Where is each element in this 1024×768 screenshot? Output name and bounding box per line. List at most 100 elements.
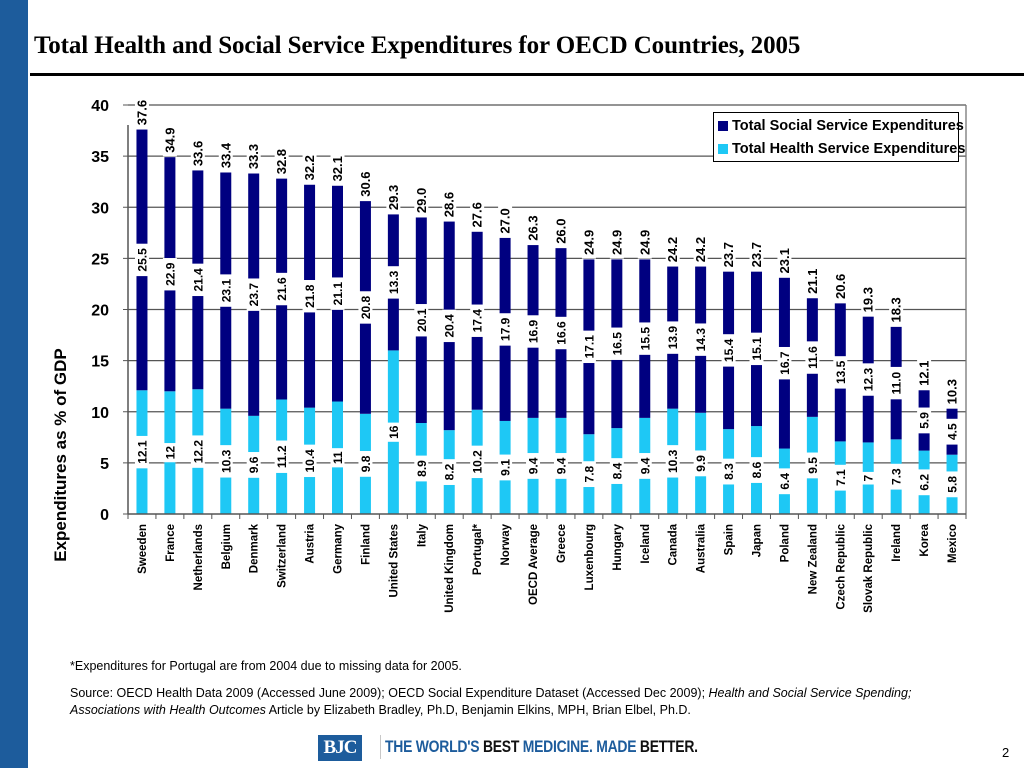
x-tick-label-group: United States <box>388 524 400 598</box>
data-label-social: 17.9 <box>499 317 513 341</box>
data-label-social-bg <box>917 407 932 434</box>
data-label-health-bg <box>246 452 261 478</box>
slide-title: Total Health and Social Service Expendit… <box>34 32 801 59</box>
data-label-health-bg <box>302 444 317 478</box>
data-label-health-group: 10.3 <box>665 445 680 478</box>
data-label-social: 14.3 <box>694 328 708 352</box>
data-label-total-group: 19.3 <box>861 283 876 316</box>
data-label-health-group: 9.4 <box>526 453 541 479</box>
data-label-total-bg <box>246 140 261 173</box>
data-label-total-bg <box>498 204 513 238</box>
data-label-health: 11.2 <box>275 445 289 468</box>
data-label-social: 11.0 <box>890 371 904 394</box>
data-label-health-bg <box>162 443 177 463</box>
data-label-social: 4.5 <box>946 423 960 440</box>
data-label-health-bg <box>414 455 429 482</box>
page-number: 2 <box>1002 745 1010 760</box>
data-label-social: 20.8 <box>359 295 373 319</box>
data-label-health: 12.1 <box>135 440 149 464</box>
x-tick-label: Switzerland <box>277 524 289 588</box>
data-label-social-bg <box>470 304 485 337</box>
data-label-social-group: 20.1 <box>414 304 429 337</box>
x-tick-label-group: Austria <box>305 523 317 563</box>
data-label-social-group: 14.3 <box>693 323 708 356</box>
data-label-social: 16.5 <box>610 332 624 356</box>
data-label-health-group: 10.4 <box>302 444 317 478</box>
data-label-social-bg <box>861 363 876 396</box>
data-label-health-group: 9.4 <box>553 453 568 479</box>
x-tick-label-group: OECD Average <box>528 524 540 605</box>
data-label-health-bg <box>358 450 373 477</box>
data-label-social-bg <box>777 346 792 380</box>
data-label-health-group: 7.8 <box>581 461 596 488</box>
data-label-health-bg <box>805 452 820 479</box>
data-label-total: 23.7 <box>749 242 764 267</box>
data-label-social-bg <box>218 274 233 307</box>
data-label-social: 12.3 <box>862 368 876 392</box>
data-label-total-group: 33.6 <box>190 137 205 170</box>
x-tick-label: Poland <box>779 524 791 562</box>
data-label-social-bg <box>414 304 429 337</box>
data-label-total-group: 27.0 <box>498 204 513 238</box>
data-label-social-bg <box>553 316 568 350</box>
data-label-social-bg <box>665 321 680 354</box>
data-label-health-bg <box>749 457 764 483</box>
data-label-social: 21.1 <box>331 282 345 306</box>
data-label-total-bg <box>945 375 960 408</box>
data-label-health: 10.3 <box>666 449 680 473</box>
data-label-social-bg <box>805 341 820 374</box>
data-label-total-group: 26.3 <box>526 211 541 245</box>
data-label-total-group: 18.3 <box>889 293 904 327</box>
data-label-social-group: 15.5 <box>637 322 652 355</box>
x-tick-label-group: Switzerland <box>277 524 289 588</box>
data-label-social-group: 20.4 <box>442 309 457 343</box>
x-tick-label-group: Italy <box>416 523 428 547</box>
data-label-social-bg <box>302 280 317 313</box>
data-label-health: 8.2 <box>443 463 457 480</box>
x-tick-label: New Zealand <box>807 524 819 594</box>
x-axis: Sweeden France Netherlands Belgium Denmark Sw… <box>127 513 967 613</box>
data-label-health-bg <box>833 464 848 491</box>
data-label-health-group: 8.4 <box>609 458 624 484</box>
data-label-total: 37.6 <box>134 100 149 125</box>
data-label-social: 23.7 <box>247 283 261 307</box>
data-label-social: 20.4 <box>443 314 457 338</box>
y-tick-label: 15 <box>91 354 109 371</box>
data-label-social-group: 23.7 <box>246 278 261 311</box>
x-tick-label: Iceland <box>640 524 652 564</box>
data-label-total: 10.3 <box>945 379 960 404</box>
x-tick-label: Japan <box>752 524 764 557</box>
x-tick-label: Czech Republic <box>835 523 847 609</box>
source-article-title: Health and Social Service Spending; Asso… <box>70 686 912 717</box>
brand-tagline: THE WORLD'S BEST MEDICINE. MADE BETTER. <box>385 735 698 759</box>
x-tick-label: Sweeden <box>137 524 149 574</box>
data-label-health-bg <box>609 458 624 484</box>
x-tick-label: Korea <box>919 523 931 556</box>
data-label-total-group: 10.3 <box>945 375 960 408</box>
data-label-social-group: 11.6 <box>805 341 820 374</box>
data-label-health: 7 <box>862 475 876 482</box>
data-label-social: 13.9 <box>666 326 680 350</box>
source-prefix: Source: OECD Health Data 2009 (Accessed … <box>70 686 709 700</box>
data-label-total: 30.6 <box>358 171 373 196</box>
data-label-social: 23.1 <box>219 279 233 303</box>
data-label-health-bg <box>330 448 345 468</box>
x-tick-label-group: Japan <box>752 524 764 557</box>
data-label-social: 21.6 <box>275 277 289 301</box>
data-label-total-bg <box>414 184 429 217</box>
data-label-social-group: 21.6 <box>274 272 289 306</box>
data-label-health-group: 10.2 <box>470 445 485 479</box>
data-label-total-bg <box>749 238 764 271</box>
y-tick-label: 35 <box>91 149 109 166</box>
data-label-health-group: 8.6 <box>749 457 764 483</box>
data-label-total-bg <box>889 293 904 327</box>
data-label-health-group: 12 <box>162 443 177 463</box>
data-label-social-bg <box>134 243 149 277</box>
data-label-total-bg <box>190 137 205 170</box>
data-label-social-bg <box>833 356 848 389</box>
data-label-social-group: 13.3 <box>386 266 401 299</box>
data-label-health-group: 9.5 <box>805 452 820 479</box>
data-label-health-group: 12.1 <box>134 435 149 469</box>
x-tick-label: Ireland <box>891 524 903 562</box>
data-label-total-group: 33.3 <box>246 140 261 173</box>
